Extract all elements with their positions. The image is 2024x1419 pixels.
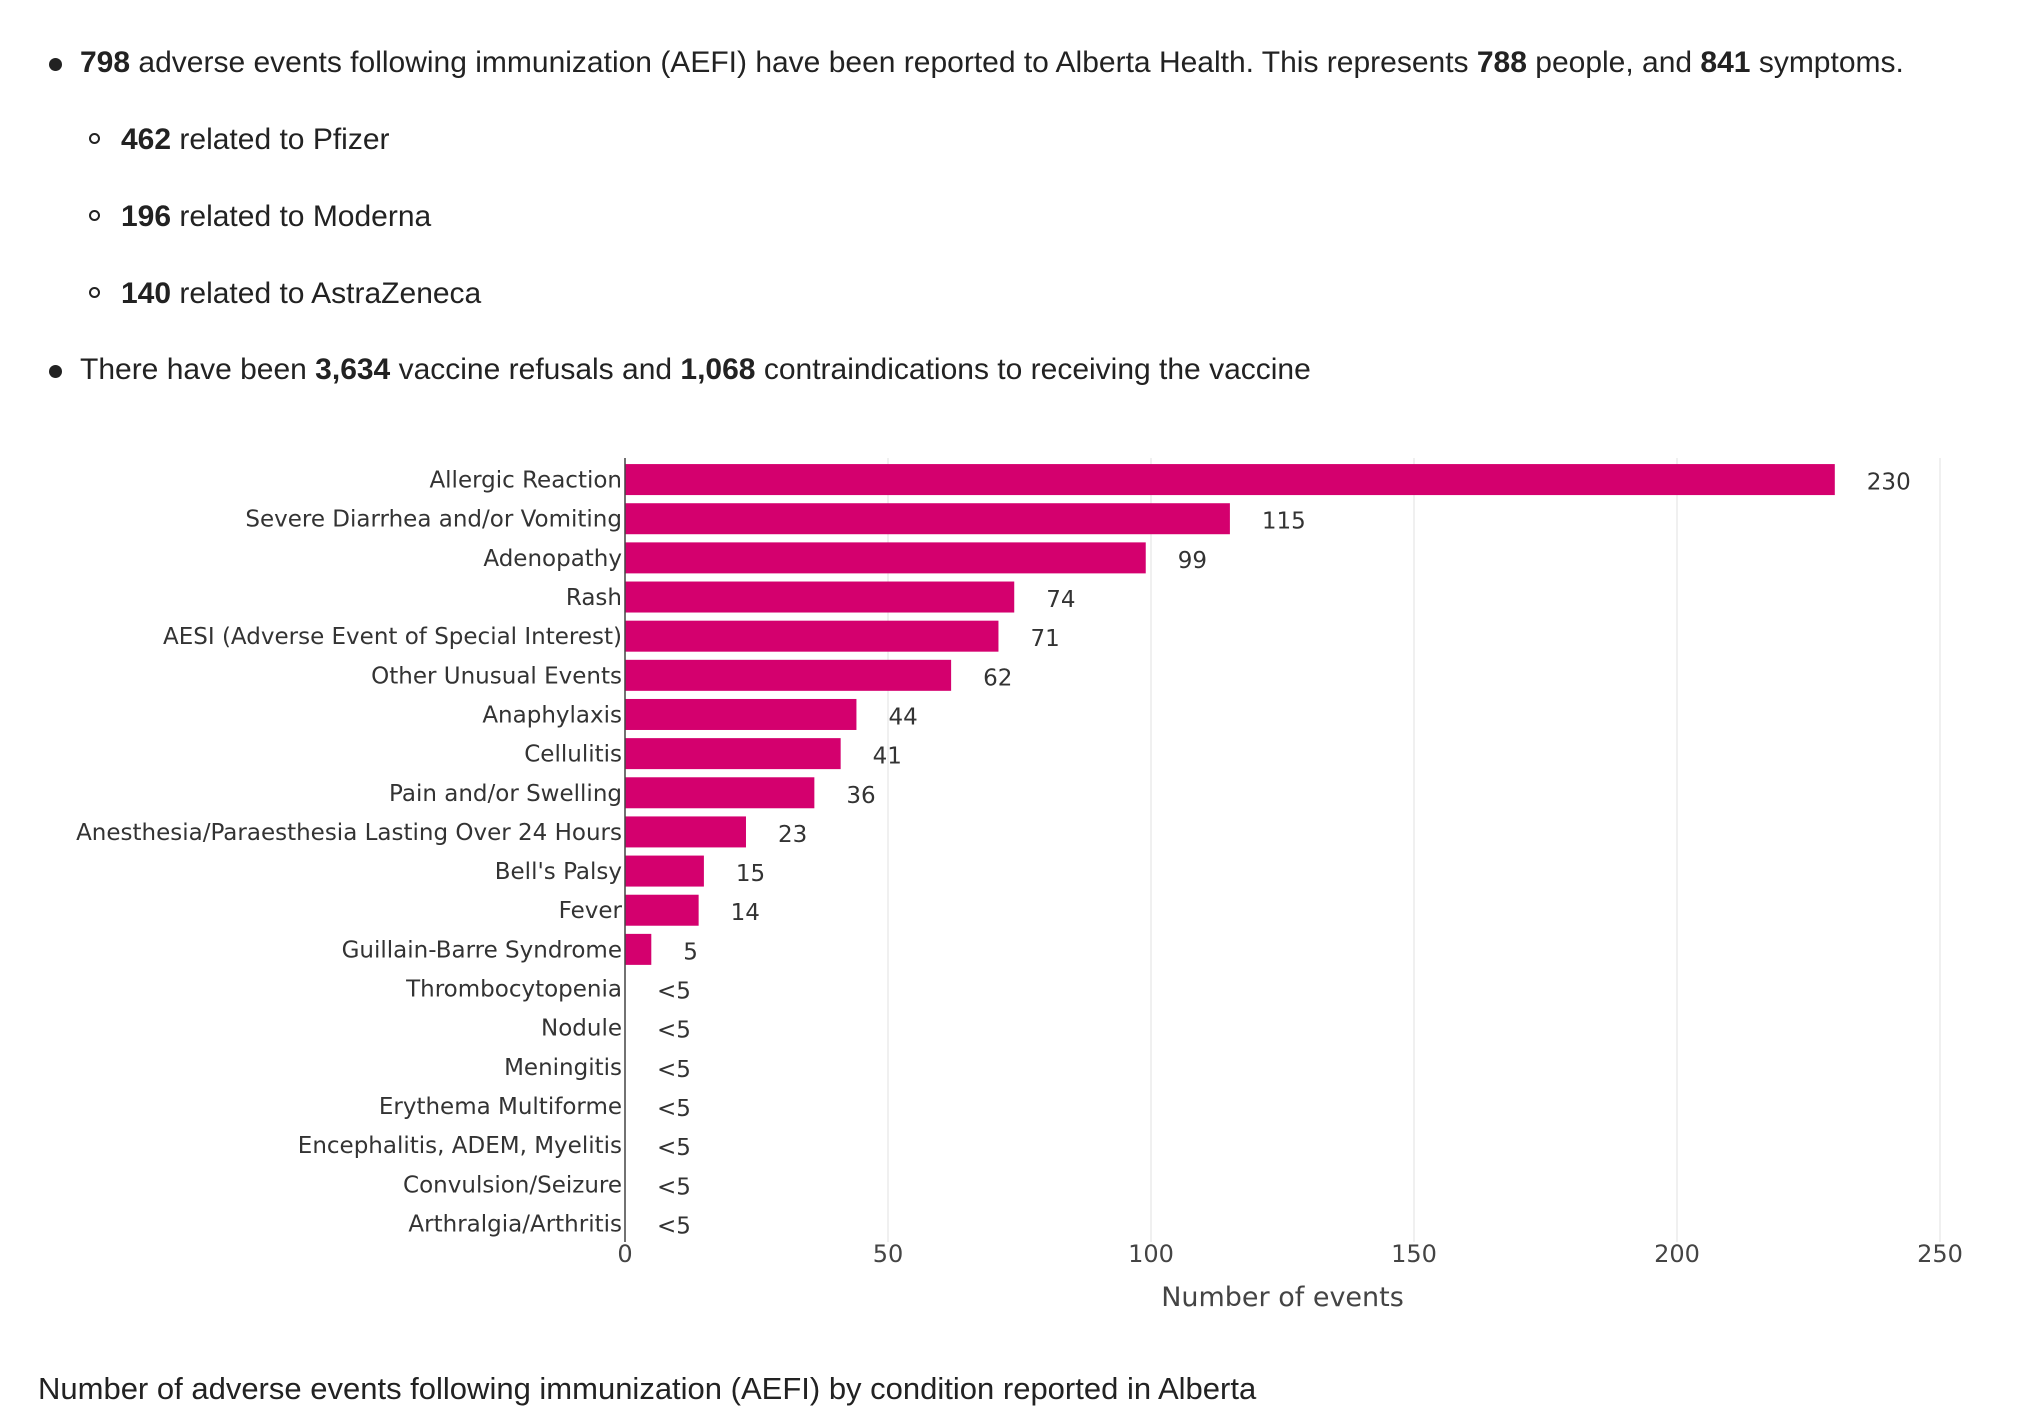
- grid-lines: [887, 458, 1941, 1242]
- bullet-icon: [49, 365, 62, 378]
- bar: [625, 738, 841, 770]
- category-label: Fever: [559, 898, 623, 924]
- value-label: <5: [657, 1057, 691, 1083]
- value-label: 44: [888, 704, 917, 730]
- category-label: Rash: [566, 585, 622, 611]
- x-tick-label: 250: [1917, 1240, 1963, 1268]
- aefi-summary: 798 adverse events following immunizatio…: [80, 46, 1904, 79]
- bar: [625, 894, 699, 926]
- sub-bullet-icon: [89, 287, 100, 298]
- aefi-bar-chart: Allergic Reaction Severe Diarrhea and/or …: [76, 458, 1963, 1313]
- value-label: <5: [657, 1213, 691, 1239]
- bar: [625, 933, 652, 965]
- category-label: Bell's Palsy: [495, 859, 622, 885]
- category-labels: Allergic Reaction Severe Diarrhea and/or …: [76, 468, 622, 1238]
- value-label: 36: [846, 783, 875, 809]
- category-label: Cellulitis: [524, 742, 622, 768]
- bullet-icon: [49, 58, 62, 71]
- bar: [625, 855, 704, 887]
- category-label: Other Unusual Events: [371, 663, 622, 689]
- bar: [625, 620, 999, 652]
- bar: [625, 542, 1146, 574]
- value-label: 62: [983, 665, 1012, 691]
- value-label: 71: [1030, 626, 1059, 652]
- category-label: Arthralgia/Arthritis: [408, 1211, 622, 1237]
- contraindications-count: 1,068: [680, 353, 756, 386]
- category-label: Allergic Reaction: [429, 468, 622, 494]
- pfizer-item: 462 related to Pfizer: [121, 123, 390, 156]
- category-label: Meningitis: [504, 1055, 622, 1081]
- astrazeneca-item: 140 related to AstraZeneca: [121, 277, 482, 310]
- bar: [625, 659, 952, 691]
- value-label: <5: [657, 1135, 691, 1161]
- value-label: 74: [1046, 587, 1075, 613]
- sub-bullet-icon: [89, 210, 100, 221]
- bar: [625, 698, 857, 730]
- category-label: AESI (Adverse Event of Special Interest): [163, 624, 622, 650]
- symptoms-count: 841: [1700, 46, 1751, 79]
- value-label: 5: [683, 939, 698, 965]
- bar: [625, 816, 746, 848]
- category-label: Guillain-Barre Syndrome: [342, 937, 622, 963]
- x-tick-labels: 0 50 100 150 200 250: [617, 1240, 1963, 1268]
- value-label: 15: [736, 861, 765, 887]
- value-label: 23: [778, 822, 807, 848]
- refusals-summary: There have been 3,634 vaccine refusals a…: [80, 353, 1311, 386]
- x-tick-label: 100: [1128, 1240, 1174, 1268]
- category-label: Encephalitis, ADEM, Myelitis: [298, 1133, 622, 1159]
- category-label: Anesthesia/Paraesthesia Lasting Over 24 …: [76, 820, 622, 846]
- moderna-count: 196: [121, 200, 172, 233]
- category-label: Pain and/or Swelling: [389, 781, 622, 807]
- bars: [625, 464, 1835, 965]
- x-tick-label: 50: [873, 1240, 904, 1268]
- value-label: 99: [1178, 548, 1207, 574]
- value-label: <5: [657, 1018, 691, 1044]
- pfizer-count: 462: [121, 123, 172, 156]
- value-label: 14: [731, 900, 760, 926]
- value-label: <5: [657, 979, 691, 1005]
- sub-bullet-icon: [89, 133, 100, 144]
- bar: [625, 503, 1230, 535]
- x-axis-title: Number of events: [1161, 1282, 1404, 1313]
- bar: [625, 464, 1835, 496]
- aefi-count: 798: [80, 46, 131, 79]
- x-tick-label: 150: [1391, 1240, 1437, 1268]
- bar: [625, 581, 1015, 613]
- refusals-count: 3,634: [315, 353, 391, 386]
- bar: [625, 777, 815, 809]
- value-labels: 230 115 99 74 71 62 44 41 36 23 15 14 5 <5 <5 <5 <5 <5 <5 <…: [657, 470, 1911, 1240]
- category-label: Severe Diarrhea and/or Vomiting: [245, 507, 622, 533]
- category-label: Thrombocytopenia: [405, 977, 622, 1003]
- value-label: 230: [1867, 470, 1911, 496]
- value-label: <5: [657, 1174, 691, 1200]
- people-count: 788: [1476, 46, 1527, 79]
- category-label: Anaphylaxis: [482, 702, 622, 728]
- chart-caption: Number of adverse events following immun…: [38, 1371, 1257, 1406]
- category-label: Convulsion/Seizure: [403, 1172, 622, 1198]
- value-label: <5: [657, 1096, 691, 1122]
- category-label: Erythema Multiforme: [379, 1094, 622, 1120]
- value-label: 115: [1262, 509, 1306, 535]
- x-tick-label: 0: [617, 1240, 632, 1268]
- category-label: Adenopathy: [483, 546, 622, 572]
- value-label: 41: [873, 744, 902, 770]
- category-label: Nodule: [541, 1016, 622, 1042]
- moderna-item: 196 related to Moderna: [121, 200, 432, 233]
- astrazeneca-count: 140: [121, 277, 172, 310]
- x-tick-label: 200: [1654, 1240, 1700, 1268]
